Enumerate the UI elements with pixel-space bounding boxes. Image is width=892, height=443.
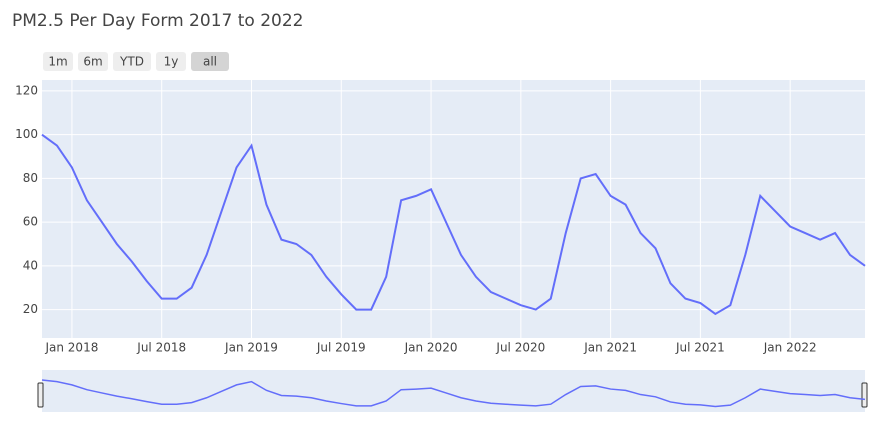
range-button[interactable]: all bbox=[191, 52, 229, 71]
range-button[interactable]: 6m bbox=[78, 52, 108, 71]
x-tick-label: Jan 2018 bbox=[44, 341, 98, 355]
button-bg bbox=[156, 52, 186, 71]
y-tick-label: 40 bbox=[23, 258, 38, 272]
chart-title: PM2.5 Per Day Form 2017 to 2022 bbox=[12, 11, 303, 31]
button-label: YTD bbox=[119, 55, 144, 69]
button-bg bbox=[43, 52, 73, 71]
range-button[interactable]: 1y bbox=[156, 52, 186, 71]
x-tick-label: Jan 2019 bbox=[224, 341, 278, 355]
x-tick-label: Jan 2021 bbox=[583, 341, 637, 355]
slider-line bbox=[41, 379, 866, 408]
y-tick-label: 120 bbox=[15, 83, 38, 97]
data-line bbox=[41, 133, 866, 316]
slider-handle[interactable] bbox=[861, 382, 868, 408]
x-tick-label: Jan 2022 bbox=[763, 341, 817, 355]
x-tick-label: Jul 2018 bbox=[136, 341, 186, 355]
button-bg bbox=[113, 52, 151, 71]
x-tick-label: Jul 2020 bbox=[495, 341, 545, 355]
slider-handle[interactable] bbox=[37, 382, 44, 408]
range-button[interactable]: YTD bbox=[113, 52, 151, 71]
y-tick-label: 100 bbox=[15, 127, 38, 141]
y-tick-label: 60 bbox=[23, 215, 38, 229]
button-label: 1m bbox=[48, 55, 67, 69]
x-tick-label: Jul 2019 bbox=[316, 341, 366, 355]
y-tick-label: 20 bbox=[23, 302, 38, 316]
button-label: 6m bbox=[83, 55, 102, 69]
plot-area bbox=[42, 80, 865, 338]
x-tick-label: Jan 2020 bbox=[404, 341, 458, 355]
button-label: all bbox=[203, 55, 217, 69]
button-bg bbox=[78, 52, 108, 71]
x-tick-label: Jul 2021 bbox=[675, 341, 725, 355]
button-bg bbox=[191, 52, 229, 71]
button-label: 1y bbox=[164, 55, 179, 69]
range-slider[interactable] bbox=[42, 370, 865, 412]
y-tick-label: 80 bbox=[23, 171, 38, 185]
range-button[interactable]: 1m bbox=[43, 52, 73, 71]
